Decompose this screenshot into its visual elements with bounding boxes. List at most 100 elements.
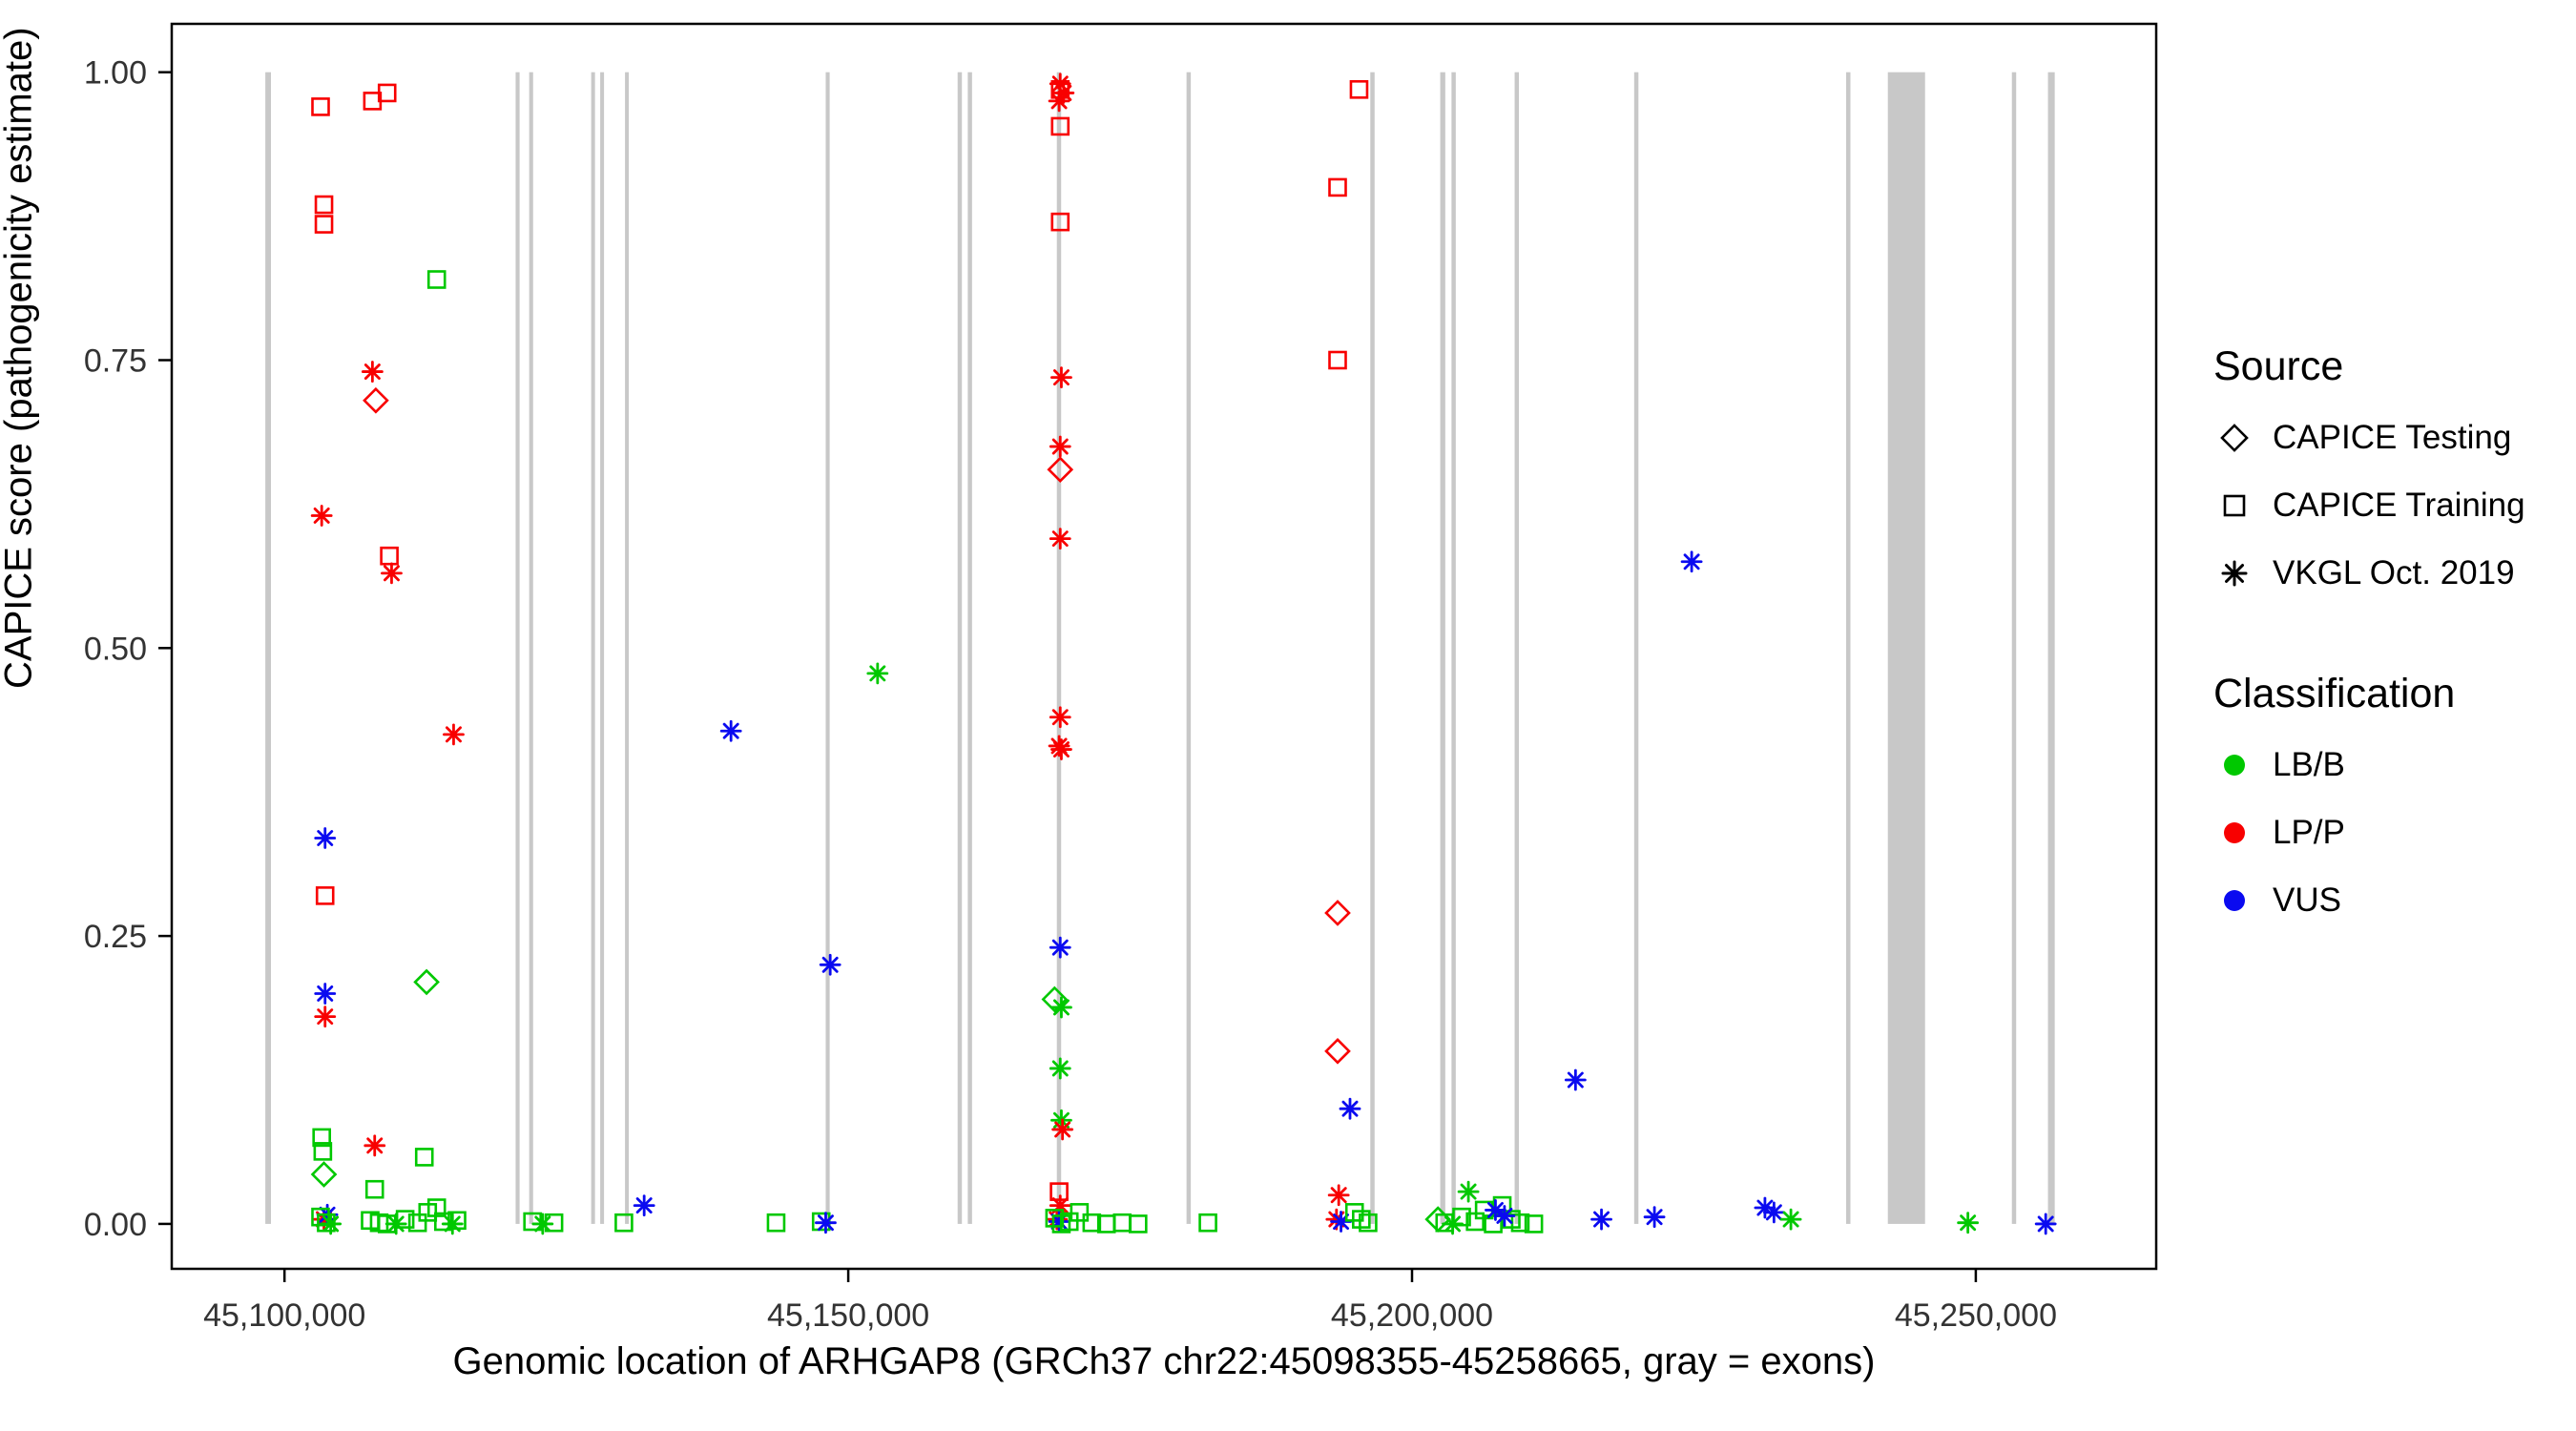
data-point-asterisk bbox=[322, 1215, 340, 1233]
exon-bar bbox=[1451, 72, 1456, 1224]
legend: Source CAPICE Testing CAPICE Training VK… bbox=[2213, 343, 2566, 945]
exon-bar bbox=[625, 72, 630, 1224]
data-point-square bbox=[1198, 1213, 1217, 1233]
data-point-asterisk bbox=[869, 665, 886, 682]
data-point-asterisk bbox=[1054, 1121, 1071, 1138]
data-point-asterisk bbox=[1052, 369, 1070, 386]
data-point-asterisk bbox=[1330, 1187, 1347, 1204]
data-point-asterisk bbox=[313, 508, 330, 524]
data-point-asterisk bbox=[821, 956, 839, 973]
data-point-square bbox=[1070, 1203, 1090, 1222]
data-point-asterisk bbox=[1052, 999, 1070, 1016]
data-point-diamond bbox=[1047, 456, 1074, 484]
legend-item-vus: VUS bbox=[2213, 878, 2566, 923]
data-point-asterisk bbox=[1051, 75, 1069, 93]
data-point-square bbox=[426, 270, 447, 289]
exon-bar bbox=[1514, 72, 1520, 1224]
legend-item-lbb: LB/B bbox=[2213, 742, 2566, 788]
data-point-asterisk bbox=[317, 1008, 334, 1026]
data-point-asterisk bbox=[817, 1214, 834, 1232]
data-point-asterisk bbox=[1341, 1100, 1359, 1117]
data-point-square bbox=[311, 97, 330, 116]
data-point-square bbox=[414, 1148, 434, 1167]
y-tick-label: 0.75 bbox=[84, 343, 147, 380]
data-point-asterisk bbox=[2037, 1215, 2054, 1233]
data-point-asterisk bbox=[1593, 1211, 1610, 1228]
data-point-square bbox=[314, 195, 334, 215]
data-point-square bbox=[1524, 1214, 1544, 1234]
exon-bar bbox=[529, 72, 533, 1224]
legend-source-title: Source bbox=[2213, 343, 2344, 389]
legend-classification-title: Classification bbox=[2213, 671, 2456, 716]
diamond-icon bbox=[2220, 424, 2249, 452]
x-tick-label: 45,150,000 bbox=[767, 1297, 929, 1334]
y-tick-label: 0.25 bbox=[84, 919, 147, 955]
exon-bar bbox=[591, 72, 595, 1224]
exon-bar bbox=[1186, 72, 1192, 1224]
exon-bar bbox=[1633, 72, 1639, 1224]
exon-bar bbox=[265, 72, 271, 1224]
data-point-asterisk bbox=[1496, 1207, 1513, 1224]
data-point-asterisk bbox=[1567, 1071, 1584, 1089]
exon-bar bbox=[1370, 72, 1375, 1224]
data-point-diamond bbox=[310, 1161, 338, 1188]
exon-bar bbox=[1887, 72, 1925, 1224]
exon-bar bbox=[1846, 72, 1851, 1224]
data-point-square bbox=[1349, 80, 1369, 99]
x-tick-label: 45,250,000 bbox=[1895, 1297, 2057, 1334]
plot-panel bbox=[172, 24, 2156, 1269]
legend-item-lpp: LP/P bbox=[2213, 810, 2566, 856]
data-point-asterisk bbox=[1486, 1201, 1504, 1218]
data-point-diamond bbox=[1041, 985, 1069, 1013]
data-point-asterisk bbox=[445, 726, 462, 743]
data-point-square bbox=[1359, 1213, 1378, 1233]
blue-dot-icon bbox=[2224, 890, 2245, 911]
data-point-square bbox=[314, 215, 334, 234]
exon-bar bbox=[957, 72, 963, 1224]
data-point-square bbox=[1129, 1214, 1148, 1234]
data-point-asterisk bbox=[317, 985, 334, 1002]
legend-item-label: VUS bbox=[2273, 881, 2341, 919]
data-point-square bbox=[614, 1213, 634, 1233]
data-point-asterisk bbox=[383, 565, 400, 582]
legend-item-label: LP/P bbox=[2273, 814, 2345, 851]
data-point-asterisk bbox=[1051, 1060, 1069, 1077]
data-point-square bbox=[315, 886, 335, 905]
data-point-square bbox=[1484, 1214, 1503, 1234]
legend-item-vkgl: VKGL Oct. 2019 bbox=[2213, 550, 2566, 596]
data-point-asterisk bbox=[635, 1197, 653, 1214]
data-point-asterisk bbox=[1460, 1183, 1477, 1200]
data-point-square bbox=[1328, 177, 1347, 197]
data-point-square bbox=[1050, 212, 1070, 232]
y-tick-label: 0.50 bbox=[84, 631, 147, 667]
data-point-square bbox=[312, 1128, 331, 1148]
exon-bar bbox=[2047, 72, 2055, 1224]
exon-bar bbox=[1056, 72, 1062, 1224]
data-point-square bbox=[313, 1142, 333, 1161]
data-point-square bbox=[447, 1211, 467, 1231]
data-point-asterisk bbox=[1052, 741, 1070, 758]
data-point-asterisk bbox=[1646, 1209, 1663, 1226]
legend-item-label: VKGL Oct. 2019 bbox=[2273, 554, 2515, 591]
x-axis-title: Genomic location of ARHGAP8 (GRCh37 chr2… bbox=[452, 1340, 1876, 1382]
data-point-square bbox=[407, 1213, 427, 1233]
legend-item-label: CAPICE Testing bbox=[2273, 419, 2512, 456]
data-point-square bbox=[1352, 1210, 1371, 1229]
data-point-asterisk bbox=[1051, 438, 1069, 455]
legend-item-label: CAPICE Training bbox=[2273, 487, 2525, 524]
y-tick-label: 0.00 bbox=[84, 1207, 147, 1243]
data-point-asterisk bbox=[722, 722, 739, 739]
data-point-diamond bbox=[413, 968, 440, 996]
exon-bar bbox=[825, 72, 830, 1224]
data-point-square bbox=[1328, 350, 1347, 370]
data-point-asterisk bbox=[1756, 1199, 1774, 1216]
data-point-asterisk bbox=[534, 1215, 551, 1233]
data-point-square bbox=[364, 1179, 384, 1199]
data-point-diamond bbox=[1324, 1038, 1351, 1065]
data-point-square bbox=[395, 1210, 415, 1229]
data-point-asterisk bbox=[366, 1137, 384, 1154]
legend-item-capice-training: CAPICE Training bbox=[2213, 483, 2566, 529]
exon-bar bbox=[515, 72, 520, 1224]
data-point-asterisk bbox=[1050, 93, 1068, 110]
